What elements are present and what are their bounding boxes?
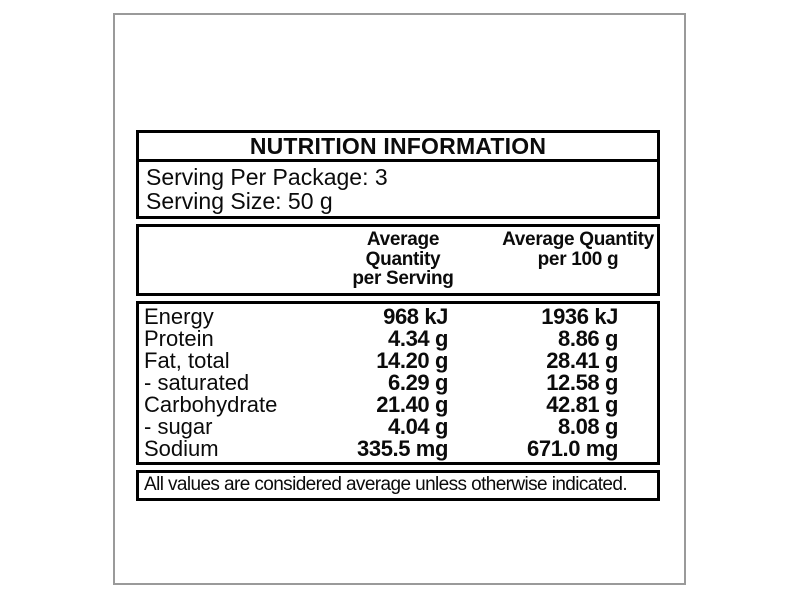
nutrient-name: Fat, total [144,347,230,373]
value-per-100g: 8.08 g [558,413,618,439]
footnote: All values are considered average unless… [136,469,660,501]
nutrient-name: Sodium [144,435,219,461]
col-header-per-serving: Average Quantity per Serving [352,229,454,289]
serving-info: Serving Per Package: 3 Serving Size: 50 … [139,162,657,216]
nutrient-name: Carbohydrate [144,391,278,417]
nutrient-row-protein: Protein 4.34 g 8.86 g [139,325,657,351]
value-per-serving: 6.29 g [388,369,448,395]
serving-per-package: Serving Per Package: 3 [146,164,388,190]
value-per-100g: 671.0 mg [527,435,618,461]
column-header-row: Average Quantity per Serving Average Qua… [136,224,660,296]
nutrient-name: - saturated [144,369,250,395]
value-per-100g: 8.86 g [558,325,618,351]
col-header-per-100g: Average Quantity per 100 g [502,229,654,270]
nutrient-row-saturated: - saturated 6.29 g 12.58 g [139,369,657,395]
value-per-100g: 28.41 g [546,347,618,373]
nutrient-name: Energy [144,303,214,329]
page-title: NUTRITION INFORMATION [139,133,657,162]
nutrient-row-sugar: - sugar 4.04 g 8.08 g [139,413,657,439]
value-per-serving: 4.34 g [388,325,448,351]
value-per-serving: 335.5 mg [357,435,448,461]
label-page: NUTRITION INFORMATION Serving Per Packag… [113,13,686,585]
value-per-100g: 42.81 g [546,391,618,417]
nutrient-table: Energy 968 kJ 1936 kJ Protein 4.34 g 8.8… [136,300,660,465]
value-per-100g: 12.58 g [546,369,618,395]
title-serving-box: NUTRITION INFORMATION Serving Per Packag… [136,130,660,219]
nutrient-row-energy: Energy 968 kJ 1936 kJ [139,303,657,329]
value-per-serving: 21.40 g [376,391,448,417]
value-per-100g: 1936 kJ [541,303,618,329]
value-per-serving: 4.04 g [388,413,448,439]
value-per-serving: 968 kJ [383,303,448,329]
serving-size: Serving Size: 50 g [146,188,333,214]
nutrient-name: - sugar [144,413,213,439]
value-per-serving: 14.20 g [376,347,448,373]
nutrition-panel: NUTRITION INFORMATION Serving Per Packag… [136,130,660,501]
nutrient-row-fat-total: Fat, total 14.20 g 28.41 g [139,347,657,373]
nutrient-row-sodium: Sodium 335.5 mg 671.0 mg [139,435,657,461]
nutrient-name: Protein [144,325,214,351]
nutrient-row-carbohydrate: Carbohydrate 21.40 g 42.81 g [139,391,657,417]
